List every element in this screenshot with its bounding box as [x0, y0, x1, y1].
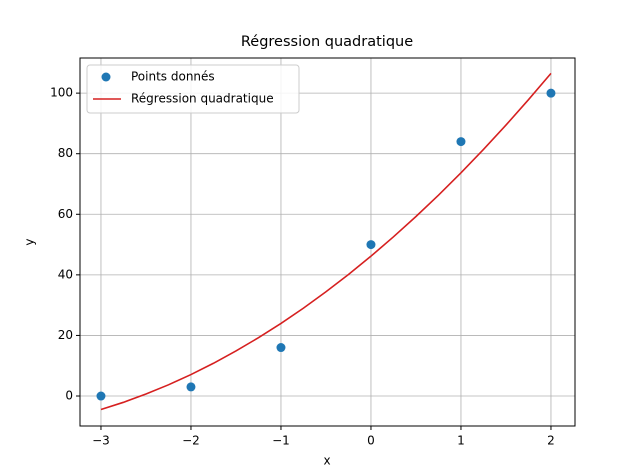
regression-line — [100, 72, 552, 411]
y-tick-label: 80 — [58, 146, 73, 160]
y-tick-label: 40 — [58, 267, 73, 281]
legend-label: Points donnés — [131, 70, 215, 84]
data-point — [456, 137, 466, 147]
data-point — [96, 391, 106, 401]
data-point — [546, 88, 556, 98]
legend-label: Régression quadratique — [131, 92, 274, 106]
data-point — [366, 240, 376, 250]
x-tick-label: −2 — [182, 434, 200, 448]
x-axis-label: x — [323, 454, 330, 468]
legend-marker — [101, 72, 111, 82]
y-tick-label: 20 — [58, 328, 73, 342]
chart-title: Régression quadratique — [241, 34, 413, 50]
data-point — [276, 343, 286, 353]
y-axis-label: y — [23, 238, 37, 245]
y-tick-label: 100 — [50, 86, 73, 100]
y-tick-label: 0 — [65, 389, 73, 403]
plot-frame — [79, 57, 576, 427]
x-tick-label: −3 — [92, 434, 110, 448]
y-tick-label: 60 — [58, 207, 73, 221]
x-tick-label: 2 — [547, 434, 555, 448]
legend-box — [86, 64, 300, 114]
x-tick-label: −1 — [272, 434, 290, 448]
data-point — [186, 382, 196, 392]
legend: Points donnés Régression quadratique — [86, 64, 300, 114]
x-tick-label: 0 — [367, 434, 375, 448]
x-tick-label: 1 — [457, 434, 465, 448]
